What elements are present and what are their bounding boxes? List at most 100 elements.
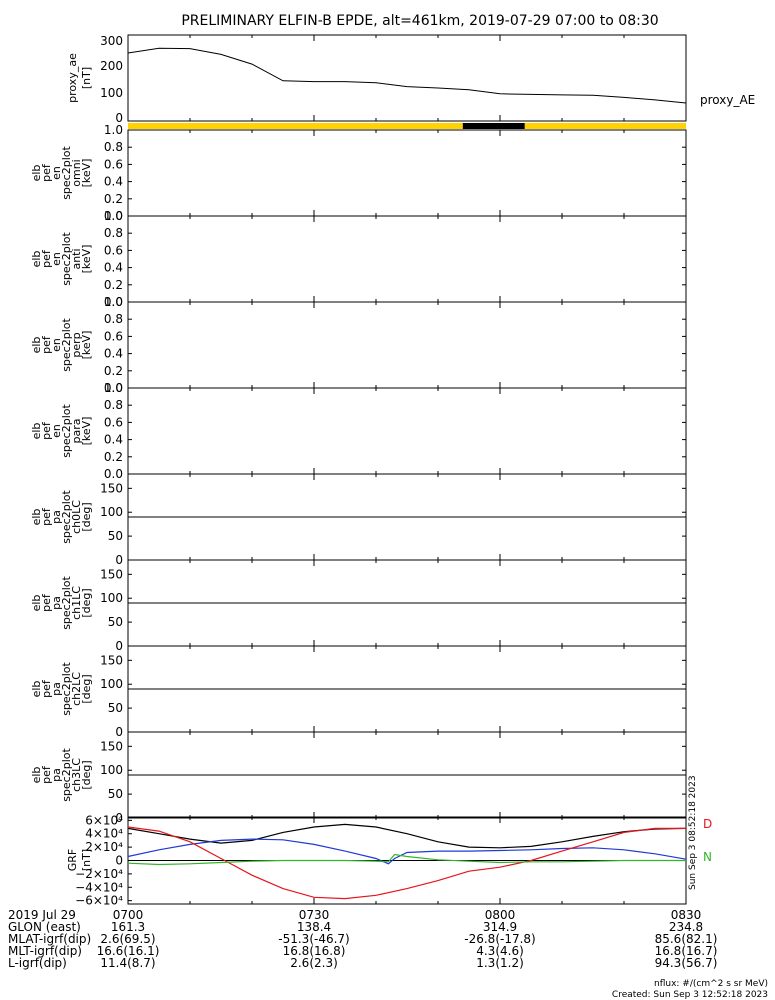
spectra-panel-ytick: 50 — [108, 615, 123, 629]
spectra-panel-frame — [127, 129, 687, 217]
proxy-ae-ylabel-1: proxy_ae — [66, 53, 79, 103]
day-night-bar — [128, 123, 686, 129]
footer-row-value: -51.3(-46.7) — [278, 932, 349, 946]
spectra-panel-ytick: 1.0 — [104, 209, 123, 223]
spectra-panel-ytick: 0.2 — [104, 192, 123, 206]
spectra-panel-ytick: 0 — [115, 725, 123, 739]
day-night-segment — [524, 123, 686, 129]
spectra-panel-ylabel: spec2plot — [60, 490, 73, 544]
spectra-panel-ylabel: [keV] — [80, 331, 93, 360]
footer-row-value: 16.6(16.1) — [97, 944, 160, 958]
spectra-panel-ylabel: ch3LC — [70, 758, 83, 792]
spectra-panel-ylabel: pa — [50, 682, 63, 696]
spectra-panel-ytick: 0 — [115, 811, 123, 825]
spectra-panel-ylabel: pef — [40, 421, 53, 440]
day-night-segment — [128, 123, 463, 129]
footer-row-value: 94.3(56.7) — [655, 956, 718, 970]
footer-row-value: 11.4(8.7) — [100, 956, 155, 970]
spectra-panel-ylabel: pef — [40, 593, 53, 612]
footer-row-value: 138.4 — [297, 920, 331, 934]
grf-ytick: 0 — [115, 854, 123, 868]
footer-row-label: L-igrf(dip) — [8, 956, 67, 970]
spectra-panel-ytick: 0.8 — [104, 398, 123, 412]
spectra-panel-ylabel: pef — [40, 249, 53, 268]
spectra-panel-ylabel: [deg] — [80, 588, 93, 617]
spectra-panel-ytick: 0.6 — [104, 329, 123, 343]
spectra-panel-ylabel: [keV] — [80, 159, 93, 188]
spectra-panel-ylabel: elb — [30, 595, 43, 612]
grf-ytick: −6×10⁴ — [75, 894, 123, 908]
footer-row-value: 2.6(69.5) — [100, 932, 155, 946]
footer-row-value: 4.3(4.6) — [476, 944, 524, 958]
footer-row-value: 0830 — [671, 908, 702, 922]
footer-row-value: 2.6(2.3) — [290, 956, 338, 970]
spectra-panel-ytick: 0.2 — [104, 278, 123, 292]
spectra-panel-ytick: 50 — [108, 787, 123, 801]
grf-ytick: 6×10⁴ — [85, 813, 123, 827]
spectra-panel-ytick: 100 — [100, 763, 123, 777]
grf-legend-n: N — [703, 850, 712, 864]
spectra-panel-ylabel: pa — [50, 768, 63, 782]
spectra-panel-ytick: 0.6 — [104, 157, 123, 171]
spectra-panel-ytick: 150 — [100, 739, 123, 753]
spectra-panel-ytick: 1.0 — [104, 123, 123, 137]
proxy-ae-series-line — [127, 47, 687, 104]
proxy-ae-panel: proxy_ae [nT] 300 200 100 0 proxy_AE — [66, 34, 755, 125]
spectra-panel-ytick: 0.4 — [104, 175, 123, 189]
spectra-panel-ytick: 0.0 — [104, 209, 123, 223]
spectra-panel-ylabel: [keV] — [80, 417, 93, 446]
spectra-panel-ylabel: para — [70, 419, 83, 444]
spectra-panel-ylabel: elb — [30, 681, 43, 698]
proxy-ae-ytick: 100 — [100, 86, 123, 100]
grf-series-line — [127, 826, 686, 900]
spectra-panel-ylabel: pa — [50, 596, 63, 610]
footer-row-value: 161.3 — [111, 920, 145, 934]
spectra-panel-ytick: 150 — [100, 653, 123, 667]
spectra-panel-ylabel: en — [50, 338, 63, 352]
proxy-ae-legend: proxy_AE — [700, 93, 755, 107]
spectra-panel-ylabel: en — [50, 252, 63, 266]
spectra-panel-ylabel: ch2LC — [70, 672, 83, 706]
footer-row-value: 0700 — [113, 908, 144, 922]
figure-title: PRELIMINARY ELFIN-B EPDE, alt=461km, 201… — [181, 13, 658, 29]
spectra-panel-ylabel: elb — [30, 423, 43, 440]
footer-row-value: 1.3(1.2) — [476, 956, 524, 970]
proxy-ae-frame — [127, 34, 687, 122]
spectra-panel-ytick: 0.8 — [104, 226, 123, 240]
spectra-panel-ylabel: ch1LC — [70, 586, 83, 620]
spectra-panel-ylabel: pef — [40, 765, 53, 784]
spectra-panel-ytick: 0.8 — [104, 140, 123, 154]
grf-ytick: −2×10⁴ — [75, 867, 123, 881]
spectra-panel-ylabel: elb — [30, 337, 43, 354]
grf-ytick: 2×10⁴ — [85, 840, 123, 854]
spectra-panel-ylabel: spec2plot — [60, 404, 73, 458]
grf-ylabel-2: [nT] — [80, 849, 93, 871]
proxy-ae-ytick: 0 — [115, 111, 123, 125]
footer-row-label: MLAT-igrf(dip) — [8, 932, 91, 946]
spectra-panel-ytick: 100 — [100, 505, 123, 519]
grf-ytick: 4×10⁴ — [85, 827, 123, 841]
grf-panel: GRF [nT] D N Sun Sep 3 08:52:18 2023 6×1… — [66, 775, 712, 907]
spectra-panel-frame — [127, 387, 687, 475]
spectra-panel-ytick: 1.0 — [104, 381, 123, 395]
spectra-panel-ytick: 0 — [115, 639, 123, 653]
spectra-panel-stack: elbpefenspec2plotomni[keV]1.00.80.60.40.… — [30, 123, 687, 825]
spectra-panel-ylabel: spec2plot — [60, 146, 73, 200]
footer-row-label: GLON (east) — [8, 920, 81, 934]
spectra-panel-ylabel: elb — [30, 165, 43, 182]
created-stamp: Created: Sun Sep 3 12:52:18 2023 — [612, 990, 768, 1000]
footer-row-value: 16.8(16.8) — [283, 944, 346, 958]
spectra-panel-ylabel: en — [50, 166, 63, 180]
footer-row-value: 314.9 — [483, 920, 517, 934]
spectra-panel-ytick: 0.4 — [104, 347, 123, 361]
spectra-panel-ylabel: perp — [70, 332, 83, 357]
grf-side-stamp: Sun Sep 3 08:52:18 2023 — [688, 775, 698, 890]
spectra-panel-ylabel: elb — [30, 251, 43, 268]
